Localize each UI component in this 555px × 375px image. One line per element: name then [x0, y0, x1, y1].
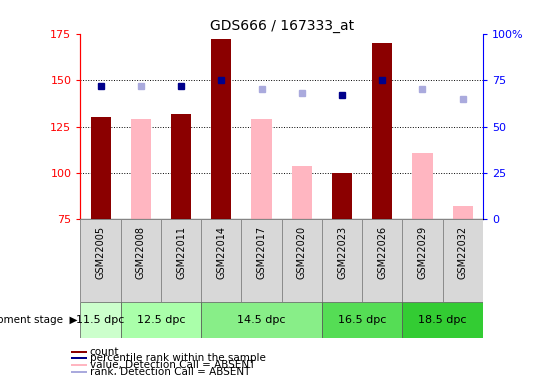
Text: GSM22026: GSM22026 — [377, 226, 387, 279]
Bar — [201, 302, 322, 338]
Bar — [90, 117, 110, 219]
Bar — [372, 43, 392, 219]
Bar — [412, 153, 432, 219]
Text: 18.5 dpc: 18.5 dpc — [418, 315, 467, 325]
Bar — [201, 219, 241, 302]
Text: 16.5 dpc: 16.5 dpc — [338, 315, 386, 325]
Text: GSM22032: GSM22032 — [458, 226, 468, 279]
Bar — [121, 302, 201, 338]
Bar — [161, 219, 201, 302]
Bar — [453, 206, 473, 219]
Text: 12.5 dpc: 12.5 dpc — [137, 315, 185, 325]
Text: 11.5 dpc: 11.5 dpc — [77, 315, 125, 325]
Text: GSM22008: GSM22008 — [136, 226, 146, 279]
Bar — [71, 357, 87, 359]
Bar — [322, 302, 402, 338]
Bar — [251, 119, 271, 219]
Bar — [402, 219, 443, 302]
Bar — [71, 351, 87, 352]
Text: GSM22020: GSM22020 — [297, 226, 307, 279]
Bar — [80, 219, 121, 302]
Text: GSM22017: GSM22017 — [256, 226, 266, 279]
Bar — [71, 371, 87, 373]
Text: GSM22005: GSM22005 — [95, 226, 105, 279]
Bar — [80, 302, 121, 338]
Title: GDS666 / 167333_at: GDS666 / 167333_at — [210, 19, 354, 33]
Bar — [131, 119, 151, 219]
Bar — [241, 219, 282, 302]
Bar — [332, 173, 352, 219]
Bar — [362, 219, 402, 302]
Text: rank, Detection Call = ABSENT: rank, Detection Call = ABSENT — [90, 367, 250, 375]
Text: GSM22029: GSM22029 — [417, 226, 427, 279]
Text: development stage  ▶: development stage ▶ — [0, 315, 78, 325]
Bar — [322, 219, 362, 302]
Text: count: count — [90, 346, 119, 357]
Bar — [71, 364, 87, 366]
Bar — [292, 165, 312, 219]
Text: percentile rank within the sample: percentile rank within the sample — [90, 353, 265, 363]
Text: GSM22023: GSM22023 — [337, 226, 347, 279]
Text: GSM22011: GSM22011 — [176, 226, 186, 279]
Bar — [171, 114, 191, 219]
Bar — [121, 219, 161, 302]
Text: value, Detection Call = ABSENT: value, Detection Call = ABSENT — [90, 360, 255, 370]
Text: 14.5 dpc: 14.5 dpc — [238, 315, 286, 325]
Bar — [443, 219, 483, 302]
Text: GSM22014: GSM22014 — [216, 226, 226, 279]
Bar — [282, 219, 322, 302]
Bar — [402, 302, 483, 338]
Bar — [211, 39, 231, 219]
